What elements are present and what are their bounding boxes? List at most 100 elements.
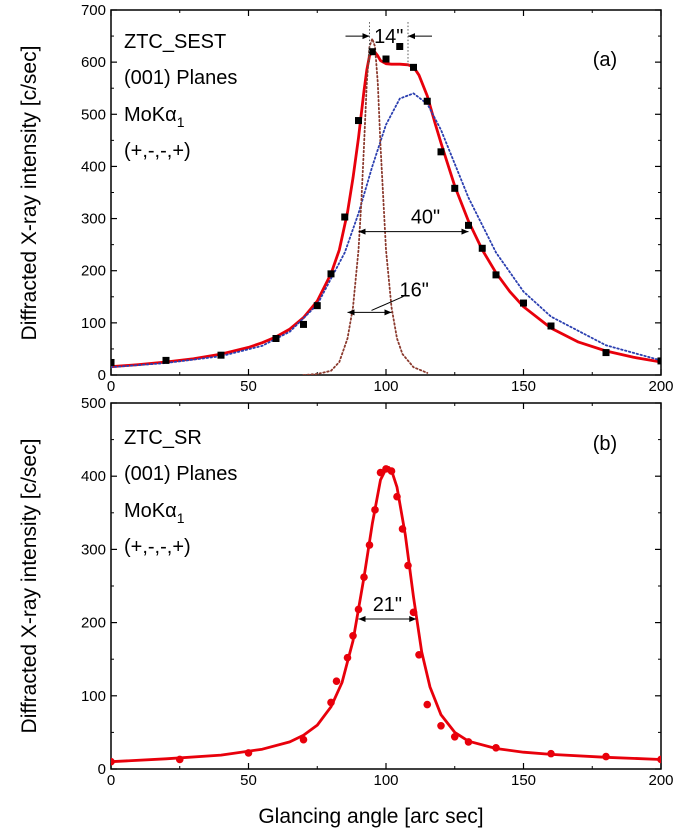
- x-axis-title: Glancing angle [arc sec]: [258, 805, 483, 828]
- data-point: [450, 732, 459, 741]
- y-tick-label: 500: [81, 395, 106, 412]
- width-label: 14": [374, 26, 403, 48]
- arrow-head: [408, 33, 415, 40]
- sample-annotation-line: MoKα1: [124, 104, 185, 130]
- y-tick-label: 200: [81, 615, 106, 632]
- y-tick-label: 100: [81, 688, 106, 705]
- data-point: [423, 97, 431, 105]
- component-curve: [302, 35, 429, 375]
- panel-b-chart: 0 100 200 300 400 500 0 50 100 150 200 Diffracted X…: [18, 395, 674, 789]
- data-point: [371, 506, 379, 514]
- data-point: [343, 653, 352, 662]
- subscript: 1: [177, 510, 185, 526]
- data-point: [602, 349, 610, 357]
- data-point: [332, 677, 341, 685]
- data-point: [217, 351, 225, 359]
- x-tick-label: 0: [107, 378, 115, 395]
- data-point: [244, 749, 253, 757]
- data-point: [547, 749, 555, 758]
- width-annotation: 14": [345, 22, 432, 68]
- data-point: [354, 605, 363, 614]
- data-point: [478, 244, 486, 252]
- sample-annotation-line: (+,-,-,+): [124, 536, 191, 558]
- y-tick-label: 700: [81, 2, 106, 19]
- x-tick-label: 100: [373, 378, 398, 395]
- data-point: [602, 752, 610, 761]
- data-point: [327, 698, 335, 707]
- data-point: [492, 743, 500, 752]
- x-tick-label: 150: [511, 772, 536, 789]
- sample-annotation-line: (001) Planes: [124, 463, 237, 485]
- data-point: [162, 356, 170, 364]
- y-tick-label: 500: [81, 106, 106, 123]
- data-point: [272, 335, 280, 342]
- sample-annotation-line: MoKα1: [124, 500, 185, 526]
- data-point: [465, 221, 472, 229]
- y-tick-label: 300: [81, 211, 106, 228]
- width-annotation: 40": [358, 207, 469, 235]
- data-point: [111, 757, 115, 766]
- y-tick-label: 200: [81, 263, 106, 280]
- data-point: [657, 755, 661, 764]
- data-point: [520, 299, 527, 307]
- y-tick-label: 600: [81, 54, 106, 71]
- data-point: [415, 651, 423, 659]
- data-point: [376, 468, 385, 477]
- plot-frame: [110, 402, 662, 770]
- data-point: [313, 302, 321, 310]
- data-point: [657, 357, 661, 365]
- y-tick-label: 100: [81, 315, 106, 332]
- width-label: 21": [373, 594, 402, 616]
- data-point: [393, 492, 401, 501]
- subscript: 1: [177, 114, 185, 130]
- data-point: [451, 184, 459, 192]
- arrow-head: [347, 309, 355, 316]
- arrow-head: [461, 228, 469, 235]
- data-point: [410, 63, 417, 71]
- arrow-head: [358, 615, 366, 622]
- y-tick-label: 0: [98, 761, 106, 778]
- y-tick-label: 400: [81, 158, 106, 175]
- arrow-head: [362, 33, 370, 40]
- y-tick-label: 400: [81, 468, 106, 485]
- data-point: [404, 561, 412, 570]
- data-point: [423, 700, 432, 709]
- panel-label: (a): [593, 49, 617, 71]
- sample-annotation-line: ZTC_SEST: [124, 31, 226, 53]
- leader-line: [371, 295, 404, 311]
- data-point: [547, 322, 555, 330]
- data-point: [349, 631, 357, 640]
- width-label: 16": [400, 279, 429, 301]
- data-point: [299, 735, 308, 744]
- data-point: [437, 148, 445, 156]
- y-tick-label: 0: [98, 367, 106, 384]
- sample-annotation-line: (+,-,-,+): [124, 140, 191, 162]
- x-tick-label: 50: [240, 378, 257, 395]
- data-point: [409, 608, 418, 617]
- data-point: [300, 320, 307, 328]
- data-point: [368, 48, 376, 56]
- data-point: [492, 271, 500, 279]
- arrow-head: [384, 309, 392, 316]
- plot-area: [111, 465, 661, 766]
- data-point: [382, 55, 390, 63]
- data-point: [396, 43, 404, 50]
- panel-label: (b): [593, 433, 617, 455]
- width-annotation: 16": [347, 279, 429, 316]
- data-point: [327, 270, 335, 278]
- data-point: [175, 755, 184, 764]
- data-point: [437, 722, 445, 730]
- arrow-head: [409, 615, 417, 622]
- data-point: [464, 738, 473, 746]
- data-point: [360, 573, 368, 582]
- plot-area: [111, 35, 661, 375]
- data-point: [387, 467, 396, 475]
- panel-a-chart: 0 100 200 300 400 500 600 700 0 50 100 150 200 Diffra…: [18, 2, 674, 395]
- fit-curve: [111, 49, 661, 369]
- sample-annotation-line: (001) Planes: [124, 67, 237, 89]
- y-tick-label: 300: [81, 541, 106, 558]
- x-tick-label: 0: [107, 772, 115, 789]
- x-tick-label: 100: [373, 772, 398, 789]
- data-point: [341, 213, 349, 221]
